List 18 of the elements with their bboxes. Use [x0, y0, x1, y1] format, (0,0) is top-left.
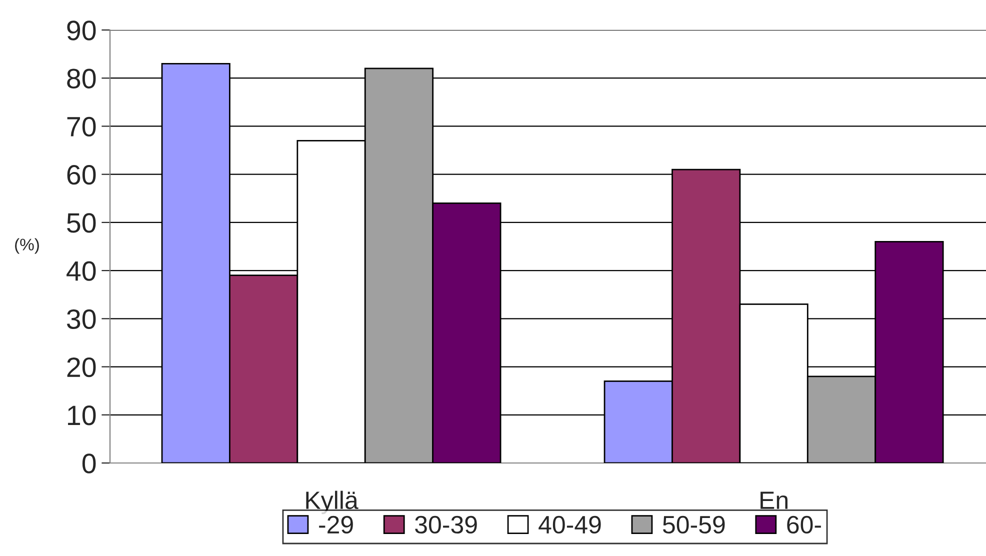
y-tick-label: 30	[66, 309, 96, 330]
y-tick-label: 80	[67, 68, 96, 88]
y-tick-label: 0	[82, 454, 96, 474]
legend-label: 50-59	[662, 516, 725, 534]
y-tick-label: 10	[68, 406, 96, 426]
y-tick-label: 50	[67, 213, 96, 233]
y-tick-label: 40	[66, 261, 96, 281]
y-tick-label: 20	[67, 357, 96, 378]
legend-label: 40-49	[538, 516, 601, 534]
x-tick-label: Kyllä	[306, 490, 358, 514]
x-tick-label: En	[760, 492, 788, 509]
y-tick-label: 70	[67, 116, 96, 137]
y-axis-title: (%)	[15, 238, 39, 254]
y-tick-label: 90	[67, 20, 96, 40]
legend-label: -29	[319, 516, 353, 534]
legend-label: 30-39	[415, 516, 477, 534]
y-tick-label: 60	[67, 165, 96, 185]
legend-label: 60-	[787, 516, 821, 534]
